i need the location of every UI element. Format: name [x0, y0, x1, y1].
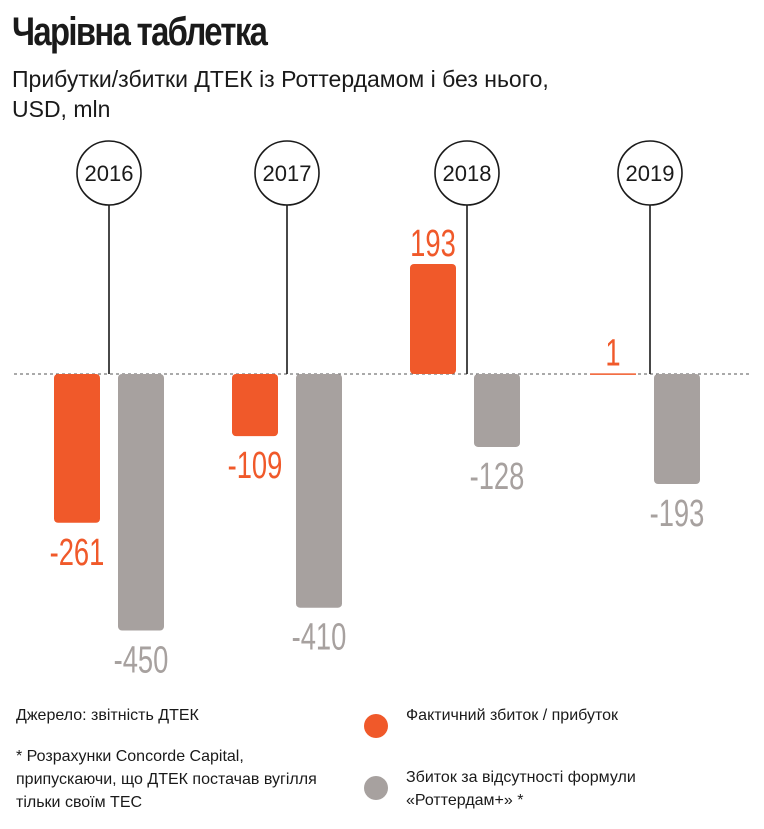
legend-label-without-formula: Збиток за відсутності формули «Роттердам… [406, 769, 636, 809]
bar-chart: 2016 2017 2018 2019 -261 -109 193 1 -450 -410 -128… [14, 140, 752, 682]
chart-title: Чарівна таблетка [12, 10, 268, 54]
data-label-series2-2016: -450 [114, 639, 169, 681]
legend-label-actual: Фактичний збиток / прибуток [406, 707, 618, 724]
data-label-series1-2016: -261 [50, 531, 105, 573]
bar-series1-2017 [232, 374, 278, 437]
legend-item-actual: Фактичний збиток / прибуток [364, 704, 666, 738]
bar-series2-2016 [118, 374, 164, 631]
data-label-series1-2019: 1 [605, 332, 620, 374]
data-label-series1-2017: -109 [228, 445, 283, 487]
data-label-series2-2018: -128 [470, 456, 525, 498]
year-label-2018: 2018 [443, 161, 492, 186]
data-label-series1-2018: 193 [410, 223, 456, 265]
year-circle-2018 [434, 140, 500, 206]
bar-series1-2018 [410, 263, 456, 374]
footnote: * Розрахунки Concorde Capital, припускаю… [16, 748, 317, 811]
data-label-series2-2017: -410 [292, 616, 347, 658]
bar-series2-2018 [474, 374, 520, 447]
bar-series1-2016 [54, 374, 100, 523]
bar-series2-2017 [296, 374, 342, 608]
data-label-series2-2019: -193 [650, 493, 705, 535]
year-label-2016: 2016 [85, 161, 134, 186]
bar-series2-2019 [654, 374, 700, 485]
year-label-2017: 2017 [263, 161, 312, 186]
year-circle-2017 [254, 140, 320, 206]
legend-swatch-without-formula [364, 776, 388, 800]
legend-item-without-formula: Збиток за відсутності формули «Роттердам… [364, 766, 666, 812]
source-note: Джерело: звітність ДТЕК [16, 707, 199, 724]
year-circle-2019 [617, 140, 683, 206]
legend-swatch-actual [364, 714, 388, 738]
bar-series1-2019 [590, 373, 636, 375]
chart-subtitle: Прибутки/збитки ДТЕК із Роттердамом і бе… [12, 66, 549, 122]
year-label-2019: 2019 [626, 161, 675, 186]
year-circle-2016 [76, 140, 142, 206]
